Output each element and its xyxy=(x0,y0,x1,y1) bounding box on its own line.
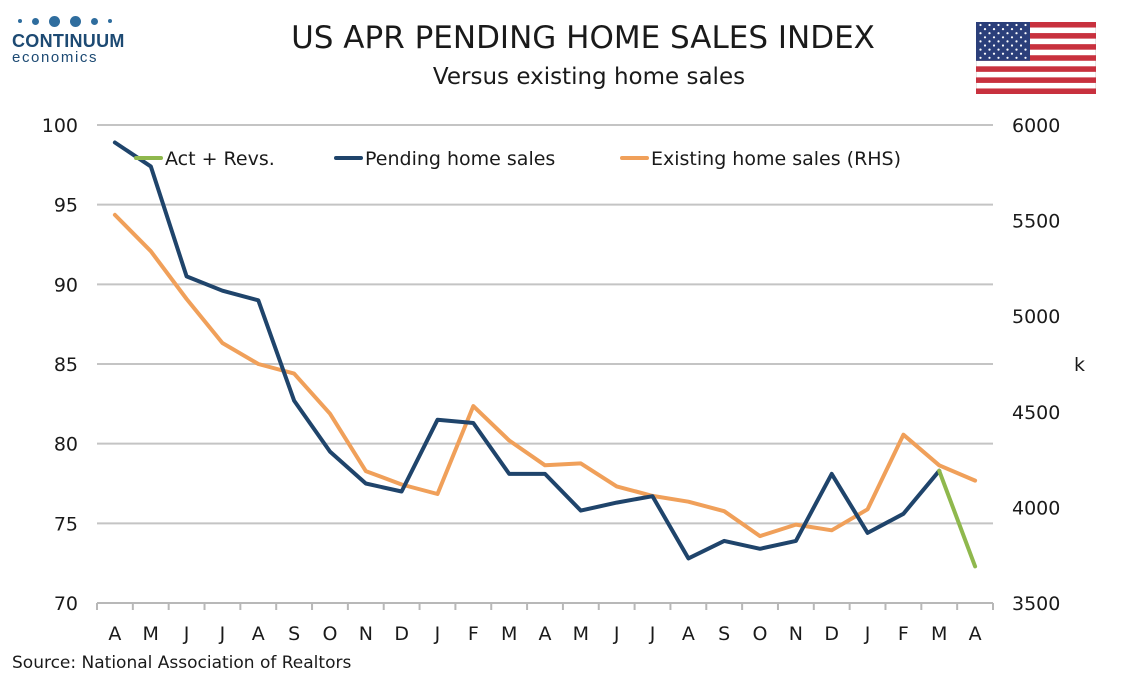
continuum-logo: CONTINUUM economics xyxy=(12,14,132,74)
y-right-tick-label: 4000 xyxy=(1012,497,1060,519)
chart-subtitle: Versus existing home sales xyxy=(432,64,746,90)
x-tick-label: O xyxy=(753,623,768,645)
series-line-existing-home-sales-rhs xyxy=(112,212,978,539)
logo-dot xyxy=(91,17,98,25)
y-left-tick-label: 85 xyxy=(54,354,78,376)
x-tick-label: J xyxy=(864,623,871,645)
x-tick-label: A xyxy=(252,623,265,645)
x-tick-label: M xyxy=(931,623,947,645)
legend-label: Existing home sales (RHS) xyxy=(651,148,901,170)
series-line-act-revs xyxy=(937,468,978,569)
x-tick-label: J xyxy=(183,623,190,645)
legend-label: Act + Revs. xyxy=(165,148,275,170)
x-tick-label: N xyxy=(789,623,803,645)
logo-dots-icon xyxy=(18,14,132,28)
x-tick-label: F xyxy=(898,623,909,645)
x-tick-label: O xyxy=(322,623,337,645)
y-right-tick-label: 5000 xyxy=(1012,306,1060,328)
x-tick-label: A xyxy=(969,623,982,645)
source-note: Source: National Association of Realtors xyxy=(12,653,352,673)
axes: 70 75 80 85 90 95 100 3500 4000 4500 5000 5500 6000 k… xyxy=(42,115,1085,645)
logo-dot xyxy=(70,15,81,27)
x-tick-label: S xyxy=(288,623,300,645)
x-tick-label: A xyxy=(682,623,695,645)
x-tick-label: A xyxy=(108,623,121,645)
y-left-tick-label: 100 xyxy=(42,115,78,137)
y-right-tick-label: 4500 xyxy=(1012,402,1060,424)
series-lines xyxy=(112,140,978,569)
y-right-tick-label: 3500 xyxy=(1012,593,1060,615)
y-left-tick-label: 75 xyxy=(54,513,78,535)
series-line-pending-home-sales xyxy=(112,140,942,561)
x-tick-label: M xyxy=(501,623,517,645)
x-tick-label: S xyxy=(718,623,730,645)
x-tick-label: M xyxy=(573,623,589,645)
x-tick-label: N xyxy=(359,623,373,645)
y-left-tick-label: 95 xyxy=(54,195,78,217)
legend: Act + Revs. Pending home sales Existing ho… xyxy=(134,148,901,170)
logo-subtitle: economics xyxy=(12,49,99,66)
y-left-tick-label: 80 xyxy=(54,434,78,456)
x-tick-label: J xyxy=(434,623,441,645)
y-left-tick-label: 90 xyxy=(54,274,78,296)
logo-dot xyxy=(32,17,39,25)
chart-title: US APR PENDING HOME SALES INDEX xyxy=(291,20,875,56)
x-tick-label: D xyxy=(394,623,409,645)
x-tick-label: F xyxy=(468,623,479,645)
x-tick-label: J xyxy=(613,623,620,645)
us-flag-icon xyxy=(976,22,1096,94)
y-right-unit-label: k xyxy=(1074,354,1085,376)
y-right-tick-label: 5500 xyxy=(1012,211,1060,233)
logo-dot xyxy=(18,19,22,23)
gridlines xyxy=(97,124,993,525)
y-right-tick-label: 6000 xyxy=(1012,115,1060,137)
x-tick-label: J xyxy=(219,623,226,645)
logo-dot xyxy=(108,19,112,23)
x-tick-label: M xyxy=(143,623,159,645)
x-tick-label: D xyxy=(824,623,839,645)
legend-label: Pending home sales xyxy=(365,148,555,170)
x-tick-label: J xyxy=(649,623,656,645)
y-left-tick-label: 70 xyxy=(54,593,78,615)
x-tick-label: A xyxy=(539,623,552,645)
logo-name: CONTINUUM xyxy=(12,31,125,51)
logo-dot xyxy=(49,15,60,27)
